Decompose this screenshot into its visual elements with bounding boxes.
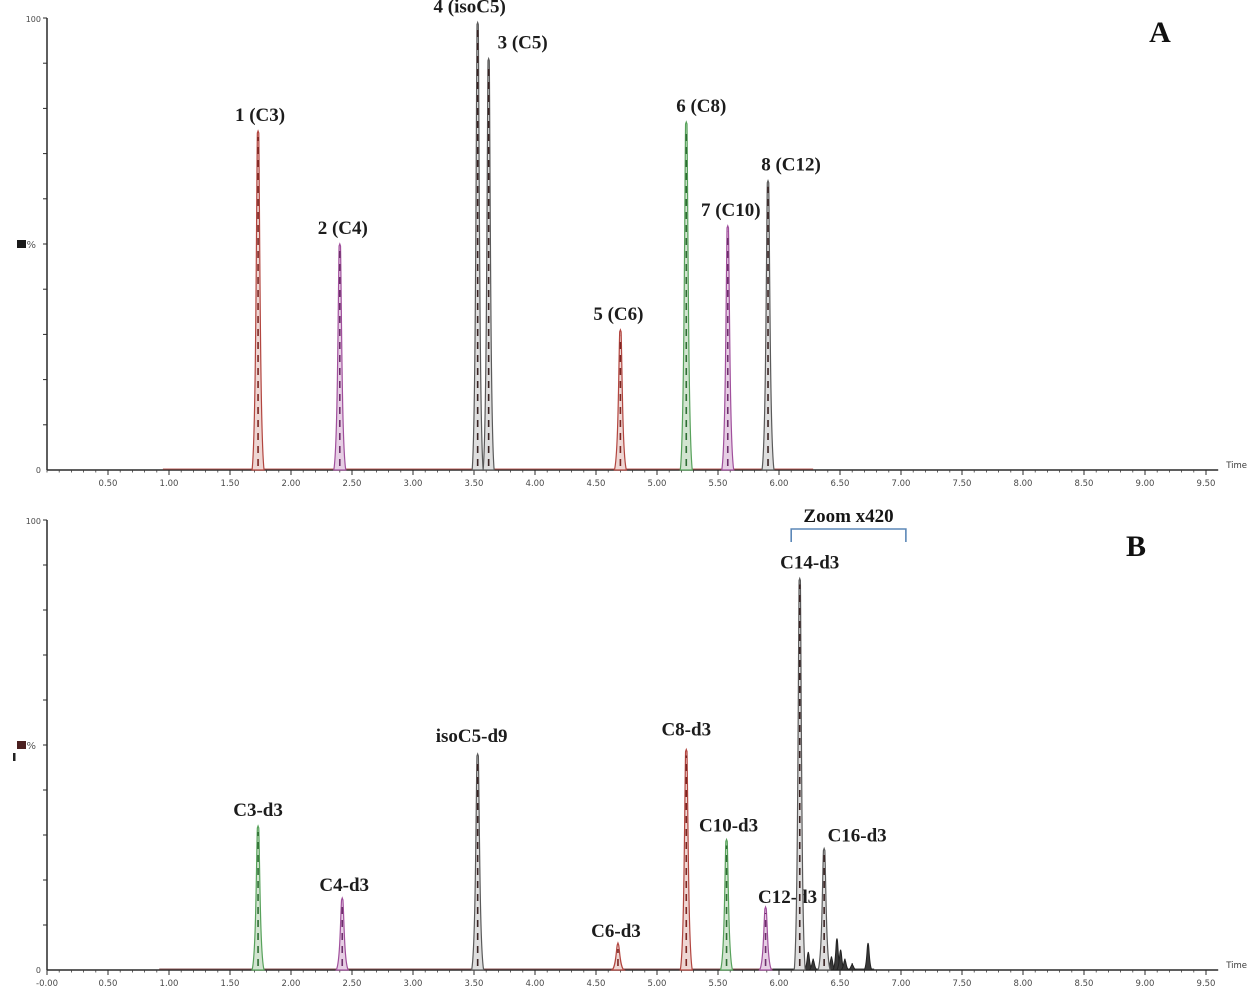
- x-tick-label: 1.00: [160, 479, 179, 489]
- peak-label-c6-d3: C6-d3: [591, 921, 641, 942]
- peak-label-isoc5-d9: isoC5-d9: [436, 726, 508, 747]
- x-tick-label: 4.50: [587, 979, 606, 989]
- panel-label-a: A: [1149, 16, 1171, 49]
- x-tick-label: 7.00: [892, 979, 911, 989]
- peak-label-8-c12-: 8 (C12): [761, 155, 821, 176]
- x-tick-label: 6.50: [831, 479, 850, 489]
- y-max-label: 100: [26, 15, 41, 24]
- peak-label-5-c6-: 5 (C6): [593, 304, 643, 325]
- x-tick-label: 9.50: [1197, 979, 1216, 989]
- peak-label-1-c3-: 1 (C3): [235, 105, 285, 126]
- y-min-label: 0: [36, 966, 41, 975]
- x-tick-label: 5.50: [709, 979, 728, 989]
- x-tick-label: 5.00: [648, 479, 667, 489]
- peak-label-c14-d3: C14-d3: [780, 553, 839, 574]
- peak-c6-d3: [610, 941, 626, 971]
- x-tick-label: 8.00: [1014, 979, 1033, 989]
- peak-label-7-c10-: 7 (C10): [701, 200, 761, 221]
- x-tick-label: 8.00: [1014, 479, 1033, 489]
- x-tick-label: 6.00: [770, 979, 789, 989]
- x-tick-label: -0.00: [36, 979, 58, 989]
- y-min-label: 0: [36, 466, 41, 475]
- peak-label-c16-d3: C16-d3: [828, 826, 887, 847]
- x-tick-label: 4.50: [587, 479, 606, 489]
- x-tick-label: 4.00: [526, 979, 545, 989]
- x-tick-label: 1.50: [221, 479, 240, 489]
- x-tick-label: 3.50: [465, 479, 484, 489]
- zoom-bracket: [790, 528, 907, 542]
- noise-peak: [847, 963, 857, 971]
- y-axis-percent-label: %: [26, 240, 36, 251]
- x-tick-label: 3.50: [465, 979, 484, 989]
- peak-label-c8-d3: C8-d3: [661, 720, 711, 741]
- x-tick-label: 7.00: [892, 479, 911, 489]
- time-axis-label: Time: [1225, 961, 1247, 971]
- x-tick-label: 9.50: [1197, 479, 1216, 489]
- x-tick-label: 2.50: [343, 979, 362, 989]
- x-tick-label: 3.00: [404, 479, 423, 489]
- x-tick-label: 7.50: [953, 979, 972, 989]
- zoom-annotation: Zoom x420: [803, 506, 893, 527]
- peak-4-isoc5-: [471, 20, 484, 471]
- peak-label-2-c4-: 2 (C4): [318, 218, 368, 239]
- x-tick-label: 2.00: [282, 479, 301, 489]
- noise-peak: [840, 958, 850, 971]
- peak-label-6-c8-: 6 (C8): [676, 96, 726, 117]
- x-tick-label: 2.50: [343, 479, 362, 489]
- x-tick-label: 6.00: [770, 479, 789, 489]
- x-tick-label: 2.00: [282, 979, 301, 989]
- peak-label-4-isoc5-: 4 (isoC5): [434, 0, 506, 18]
- x-tick-label: 4.00: [526, 479, 545, 489]
- x-tick-label: 9.00: [1136, 479, 1155, 489]
- x-tick-label: 8.50: [1075, 979, 1094, 989]
- x-tick-label: 0.50: [99, 479, 118, 489]
- y-axis-percent-label: %: [26, 741, 36, 752]
- x-tick-label: 1.50: [221, 979, 240, 989]
- peak-c14-d3: [793, 576, 806, 971]
- peak-8-c12-: [761, 178, 775, 471]
- panel-label-b: B: [1126, 530, 1146, 563]
- legend-marker-square: [17, 240, 26, 248]
- x-tick-label: 3.00: [404, 979, 423, 989]
- x-tick-label: 7.50: [953, 479, 972, 489]
- x-tick-label: 8.50: [1075, 479, 1094, 489]
- peak-label-c3-d3: C3-d3: [233, 800, 283, 821]
- peak-1-c3-: [251, 129, 265, 471]
- noise-peak: [862, 942, 874, 971]
- peak-label-c10-d3: C10-d3: [699, 816, 758, 837]
- peak-label-3-c5-: 3 (C5): [498, 33, 548, 54]
- x-tick-label: 5.50: [709, 479, 728, 489]
- x-tick-label: 9.00: [1136, 979, 1155, 989]
- x-tick-label: 1.00: [160, 979, 179, 989]
- x-tick-label: 0.50: [99, 979, 118, 989]
- x-tick-label: 5.00: [648, 979, 667, 989]
- x-tick-label: 6.50: [831, 979, 850, 989]
- legend-marker-dash: [13, 753, 16, 761]
- noise-peak: [808, 958, 818, 971]
- y-max-label: 100: [26, 517, 41, 526]
- legend-marker-square: [17, 741, 26, 749]
- peak-label-c12-d3: C12-d3: [758, 887, 817, 908]
- time-axis-label: Time: [1225, 461, 1247, 471]
- peak-label-c4-d3: C4-d3: [319, 875, 369, 896]
- peak-c10-d3: [719, 837, 734, 971]
